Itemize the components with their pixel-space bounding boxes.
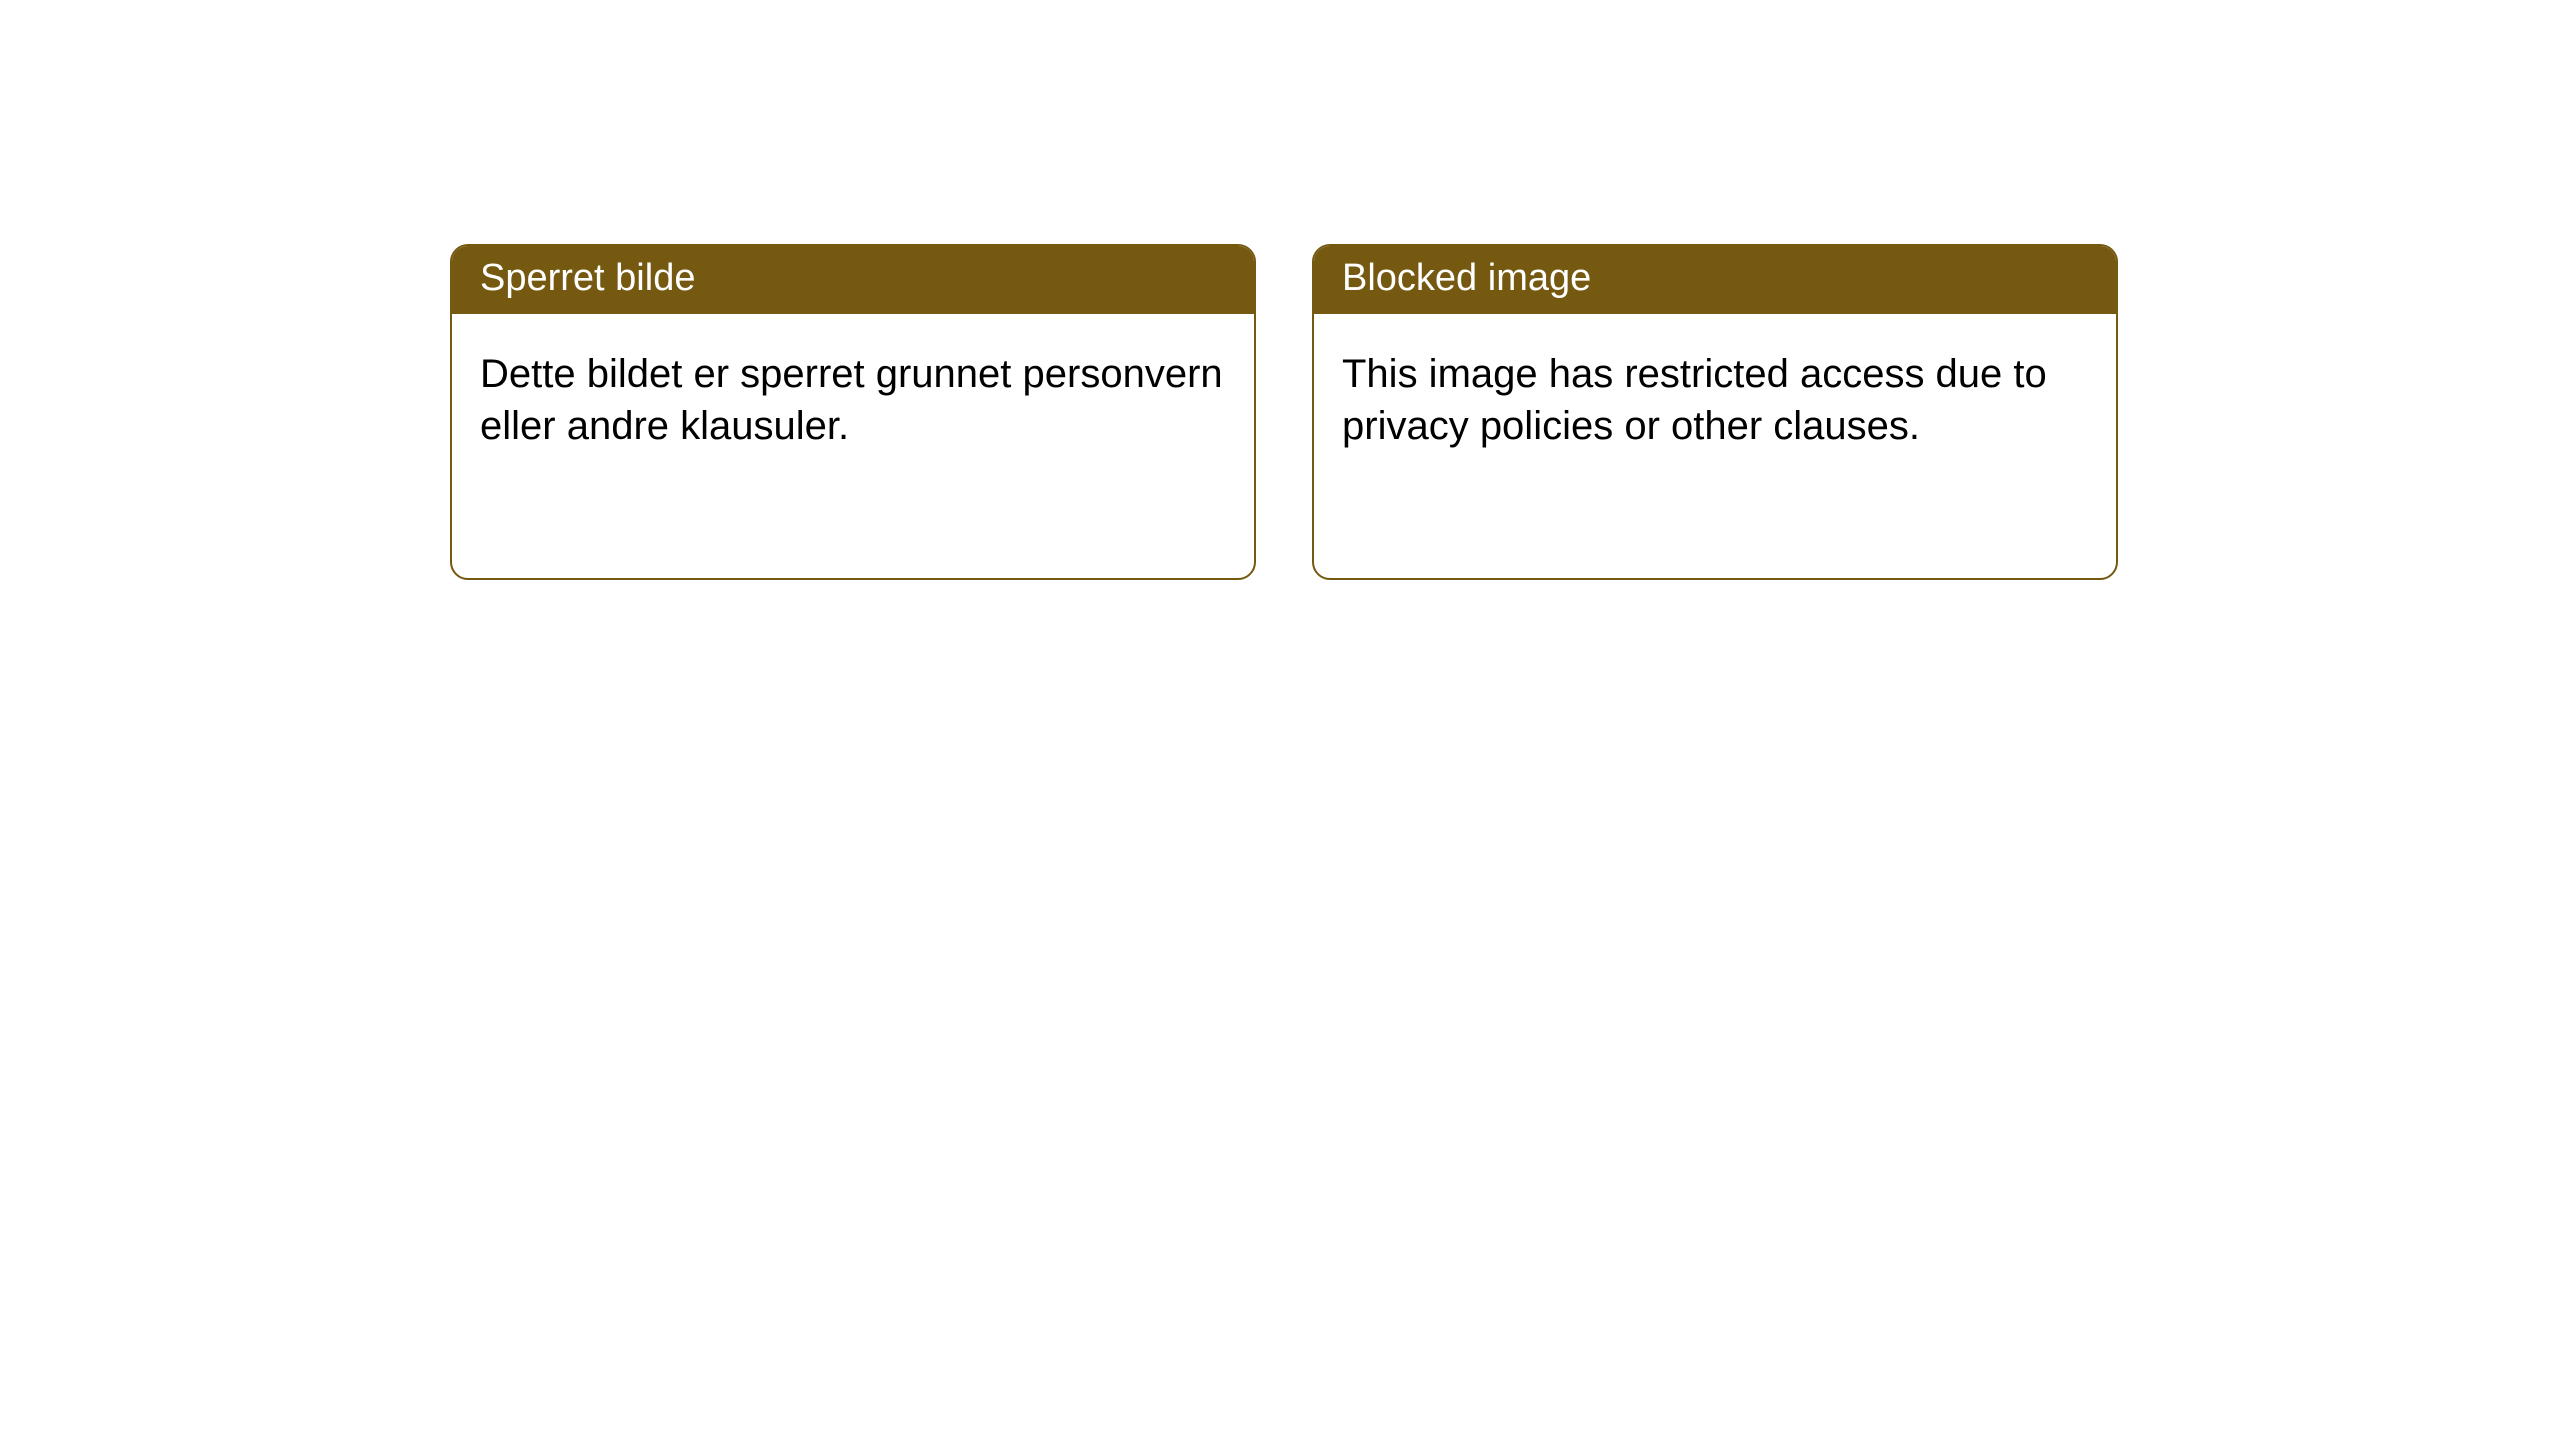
notice-container: Sperret bilde Dette bildet er sperret gr… — [0, 0, 2560, 580]
card-body-text: This image has restricted access due to … — [1342, 352, 2047, 448]
card-header: Blocked image — [1314, 246, 2116, 314]
notice-card-english: Blocked image This image has restricted … — [1312, 244, 2118, 580]
card-title: Blocked image — [1342, 257, 1591, 299]
card-body: This image has restricted access due to … — [1314, 314, 2116, 486]
card-header: Sperret bilde — [452, 246, 1254, 314]
card-title: Sperret bilde — [480, 257, 695, 299]
notice-card-norwegian: Sperret bilde Dette bildet er sperret gr… — [450, 244, 1256, 580]
card-body: Dette bildet er sperret grunnet personve… — [452, 314, 1254, 486]
card-body-text: Dette bildet er sperret grunnet personve… — [480, 352, 1223, 448]
